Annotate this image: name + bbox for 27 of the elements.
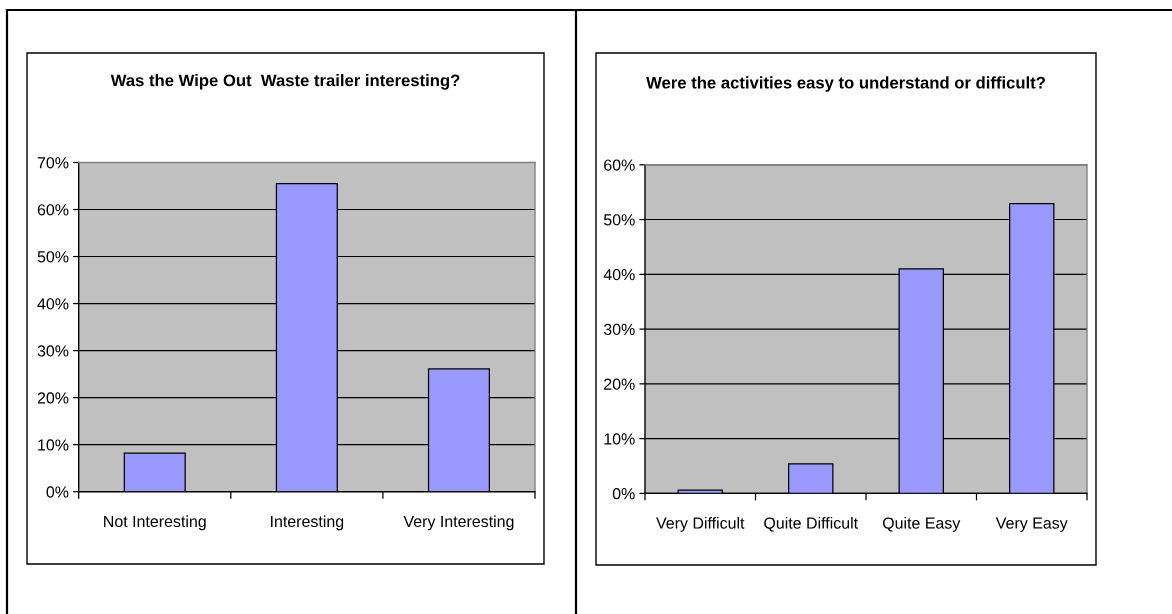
y-tick-label: 40% bbox=[603, 268, 635, 281]
y-tick-label: 10% bbox=[38, 439, 69, 451]
y-tick-label: 60% bbox=[604, 159, 635, 171]
y-tick-label: 20% bbox=[37, 392, 69, 404]
y-tick-label: 0% bbox=[46, 486, 69, 498]
y-tick-label: 20% bbox=[604, 378, 635, 390]
y-tick-label: 60% bbox=[37, 204, 69, 216]
y-tick-label: 10% bbox=[604, 433, 635, 445]
bar bbox=[788, 463, 834, 494]
y-tick-label: 50% bbox=[37, 251, 69, 263]
y-tick-label: 30% bbox=[603, 323, 635, 336]
x-tick-label: Interesting bbox=[271, 515, 344, 531]
y-tick-label: 0% bbox=[612, 488, 635, 500]
x-tick-label: Very Difficult bbox=[656, 517, 745, 532]
x-tick-label: Very Easy bbox=[995, 517, 1068, 532]
bar bbox=[123, 452, 186, 492]
chart-title: Was the Wipe Out Waste trailer interesting? bbox=[110, 74, 460, 90]
x-tick-label: Quite Easy bbox=[882, 517, 961, 532]
x-tick-label: Very Interesting bbox=[403, 515, 514, 531]
x-tick-label: Not Interesting bbox=[104, 515, 206, 531]
y-tick-label: 50% bbox=[603, 214, 635, 226]
y-tick-label: 40% bbox=[37, 298, 69, 310]
y-tick-label: 70% bbox=[37, 157, 69, 169]
x-tick-label: Quite Difficult bbox=[764, 517, 858, 532]
y-tick-label: 30% bbox=[37, 345, 69, 357]
chart-title: Were the activities easy to understand or difficult? bbox=[646, 76, 1045, 92]
bar bbox=[677, 489, 723, 494]
